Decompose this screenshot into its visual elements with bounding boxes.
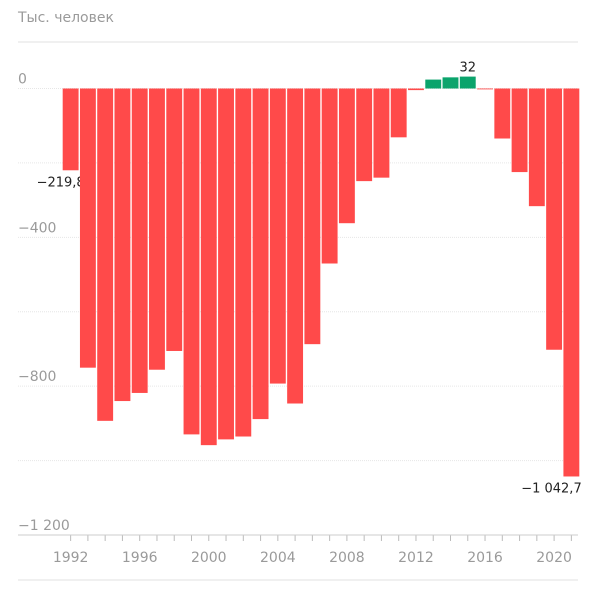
x-tick-label: 2020: [536, 550, 572, 566]
bar: [528, 88, 545, 207]
bar: [149, 88, 165, 370]
bar: [235, 88, 252, 437]
bar: [408, 88, 424, 91]
data-label: 32: [459, 61, 476, 76]
bar: [252, 88, 269, 420]
bar: [218, 88, 234, 440]
bar: [304, 88, 321, 345]
bar: [79, 88, 96, 368]
bar: [287, 88, 304, 404]
bar: [511, 88, 528, 173]
bar: [321, 88, 338, 264]
y-tick-label: 0: [18, 72, 27, 88]
bar: [62, 88, 79, 171]
bar: [425, 79, 442, 89]
bar: [390, 88, 407, 138]
x-tick-label: 2012: [398, 550, 434, 566]
bar: [338, 88, 355, 224]
bar: [97, 88, 114, 421]
x-tick-label: 2000: [191, 550, 227, 566]
y-axis-title: Тыс. человек: [17, 10, 114, 26]
bar: [166, 88, 183, 351]
bar: [183, 88, 200, 435]
bar: [131, 88, 148, 393]
bar: [563, 88, 580, 477]
x-tick-label: 1996: [122, 550, 158, 566]
x-tick-label: 1992: [53, 550, 89, 566]
bar: [442, 77, 459, 89]
data-label: −219,8: [37, 175, 85, 190]
x-tick-label: 2016: [467, 550, 503, 566]
y-tick-label: −800: [18, 369, 56, 385]
bar: [494, 88, 511, 139]
bar: [269, 88, 286, 384]
data-label: −1 042,7: [521, 481, 582, 496]
bar: [546, 88, 563, 350]
bar: [356, 88, 373, 182]
bar: [114, 88, 131, 402]
x-tick-label: 2004: [260, 550, 296, 566]
bar: [459, 76, 476, 89]
bar: [373, 88, 390, 178]
x-tick-label: 2008: [329, 550, 365, 566]
y-tick-label: −1 200: [18, 518, 70, 534]
bar: [477, 88, 493, 90]
bar: [200, 88, 217, 446]
y-tick-label: −400: [18, 220, 56, 236]
